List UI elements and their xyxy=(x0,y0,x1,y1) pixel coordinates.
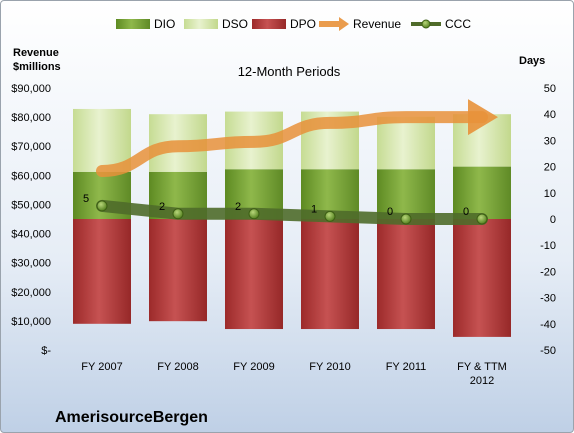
left-tick-label: $70,000 xyxy=(11,141,51,153)
ccc-line xyxy=(96,199,488,225)
ccc-marker xyxy=(96,200,108,212)
right-tick-label: -10 xyxy=(540,240,556,252)
ccc-marker xyxy=(248,208,260,220)
right-axis-title: Days xyxy=(519,55,545,67)
left-tick-label: $20,000 xyxy=(11,287,51,299)
right-axis-ticks: -50 -40 -30 -20 -10 0 10 20 30 40 50 xyxy=(540,83,556,357)
category-label: FY 2009 xyxy=(233,361,274,373)
bar-dpo xyxy=(149,219,207,322)
bar-dpo xyxy=(225,219,283,330)
revenue-series xyxy=(96,99,498,177)
legend: DIO DSO DPO Revenue CCC xyxy=(116,17,471,31)
left-tick-label: $- xyxy=(41,345,51,357)
left-tick-label: $60,000 xyxy=(11,170,51,182)
right-tick-label: 40 xyxy=(544,109,556,121)
left-tick-label: $10,000 xyxy=(11,316,51,328)
legend-swatch-revenue xyxy=(319,17,349,31)
ccc-marker xyxy=(400,213,412,225)
category-label: FY 2008 xyxy=(157,361,198,373)
left-axis-title-line2: $millions xyxy=(13,61,61,73)
bar-dio xyxy=(377,169,435,219)
revenue-arrowhead xyxy=(468,99,498,136)
ccc-data-label: 0 xyxy=(387,206,393,218)
left-tick-label: $80,000 xyxy=(11,112,51,124)
left-tick-label: $30,000 xyxy=(11,258,51,270)
chart-title: 12-Month Periods xyxy=(238,64,341,79)
category-label: FY 2010 xyxy=(309,361,350,373)
bar-dso xyxy=(377,116,435,170)
right-tick-label: -50 xyxy=(540,345,556,357)
ccc-series: 5 2 2 1 0 0 xyxy=(83,193,488,225)
right-tick-label: 20 xyxy=(544,162,556,174)
legend-label-revenue: Revenue xyxy=(353,17,401,31)
bar-dso xyxy=(73,108,131,172)
right-tick-label: 30 xyxy=(544,135,556,147)
legend-label-dio: DIO xyxy=(154,17,175,31)
ccc-data-label: 2 xyxy=(159,201,165,213)
ccc-data-label: 2 xyxy=(235,201,241,213)
legend-swatch-dpo xyxy=(252,19,286,29)
legend-swatch-ccc-marker xyxy=(421,19,431,29)
bar-dpo xyxy=(453,219,511,337)
right-tick-label: 10 xyxy=(544,188,556,200)
left-tick-label: $40,000 xyxy=(11,229,51,241)
company-name: AmerisourceBergen xyxy=(55,409,208,426)
left-axis-title-line1: Revenue xyxy=(13,47,59,59)
left-tick-label: $90,000 xyxy=(11,83,51,95)
bar-dio xyxy=(453,166,511,219)
right-tick-label: 0 xyxy=(550,214,556,226)
legend-swatch-dso xyxy=(184,19,218,29)
right-tick-label: 50 xyxy=(544,83,556,95)
bar-dpo xyxy=(301,219,359,330)
category-label: FY 2007 xyxy=(81,361,122,373)
legend-label-dso: DSO xyxy=(222,17,248,31)
right-tick-label: -30 xyxy=(540,293,556,305)
legend-label-ccc: CCC xyxy=(445,17,471,31)
category-label: FY & TTM 2012 xyxy=(457,361,507,387)
legend-swatch-dio xyxy=(116,19,150,29)
right-tick-label: -40 xyxy=(540,319,556,331)
ccc-data-label: 1 xyxy=(311,203,317,215)
ccc-marker xyxy=(172,208,184,220)
revenue-line xyxy=(96,111,488,177)
left-tick-label: $50,000 xyxy=(11,199,51,211)
bar-dpo xyxy=(73,219,131,324)
ccc-data-label: 5 xyxy=(83,193,89,205)
category-labels: FY 2007 FY 2008 FY 2009 FY 2010 FY 2011 FY & … xyxy=(81,361,507,387)
bar-dpo xyxy=(377,219,435,330)
right-tick-label: -20 xyxy=(540,266,556,278)
left-axis-ticks: $- $10,000 $20,000 $30,000 $40,000 $50,000 $60… xyxy=(11,83,51,357)
ccc-marker xyxy=(476,213,488,225)
legend-label-dpo: DPO xyxy=(290,17,316,31)
category-label: FY 2011 xyxy=(386,361,427,373)
ccc-data-label: 0 xyxy=(463,206,469,218)
ccc-marker xyxy=(324,210,336,222)
